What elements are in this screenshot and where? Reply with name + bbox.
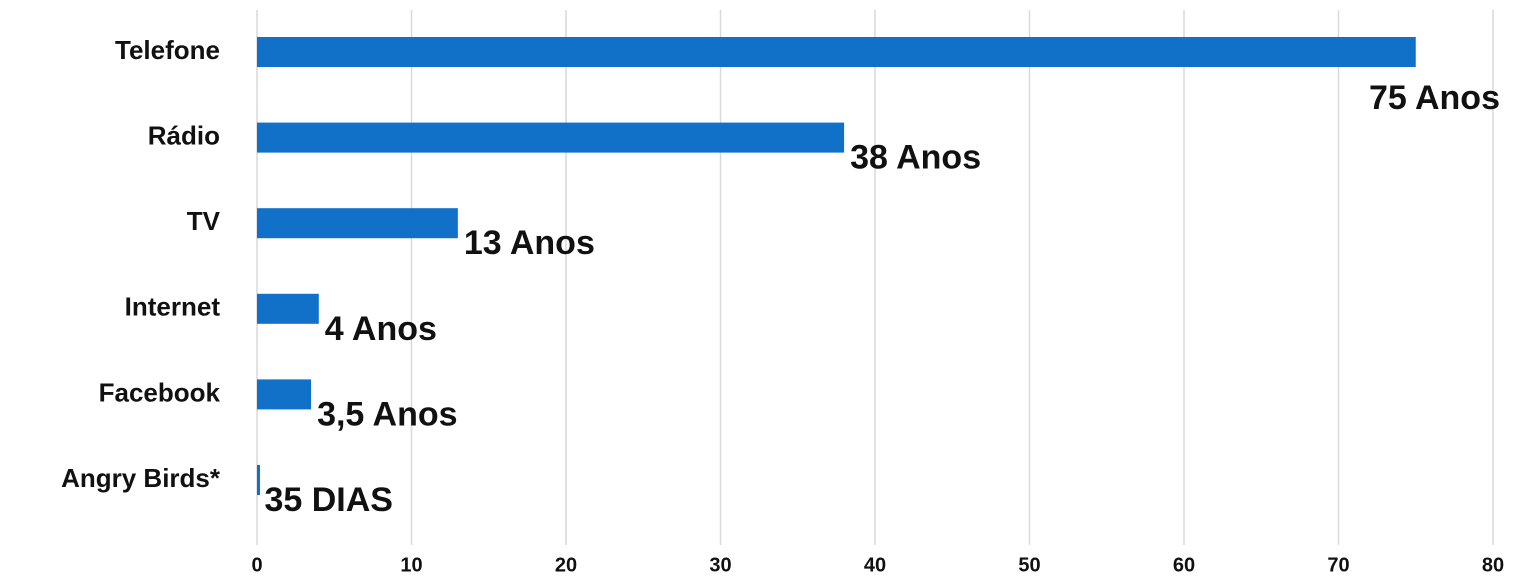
y-tick-label: Facebook — [99, 377, 221, 407]
bar — [257, 465, 260, 495]
y-tick-label: Telefone — [115, 35, 220, 65]
data-label: 13 Anos — [464, 224, 595, 262]
x-tick-label: 10 — [400, 554, 422, 576]
bar — [257, 122, 845, 153]
x-tick-label: 40 — [864, 554, 886, 576]
y-tick-label: Rádio — [148, 120, 220, 150]
x-tick-label: 60 — [1173, 554, 1195, 576]
bar — [257, 208, 458, 239]
x-tick-label: 20 — [555, 554, 577, 576]
bar — [257, 293, 319, 324]
y-tick-label: TV — [187, 206, 221, 236]
x-tick-label: 70 — [1327, 554, 1349, 576]
y-tick-label: Internet — [125, 292, 221, 322]
data-label: 75 Anos — [1369, 79, 1500, 117]
bar — [257, 37, 1416, 67]
y-tick-label: Angry Birds* — [61, 463, 221, 493]
data-label: 4 Anos — [325, 310, 437, 348]
bar — [257, 379, 312, 410]
x-tick-label: 0 — [251, 554, 262, 576]
data-label: 3,5 Anos — [317, 395, 457, 433]
x-tick-label: 50 — [1018, 554, 1040, 576]
x-tick-label: 30 — [709, 554, 731, 576]
x-tick-label: 80 — [1482, 554, 1504, 576]
data-label: 35 DIAS — [264, 481, 393, 519]
data-label: 38 Anos — [850, 139, 981, 177]
